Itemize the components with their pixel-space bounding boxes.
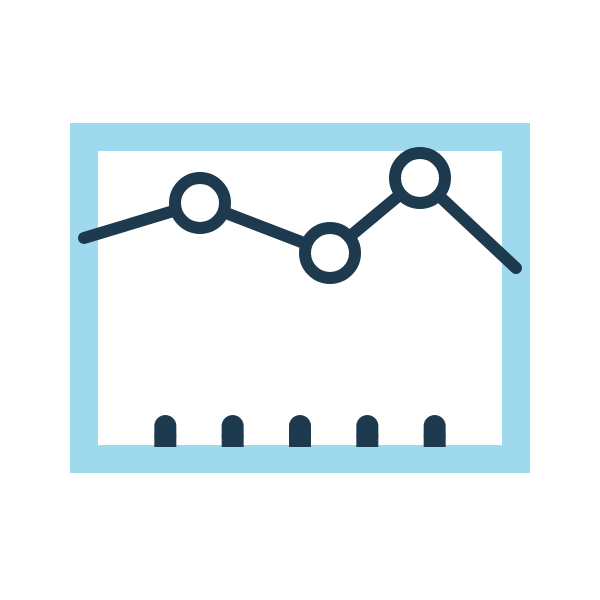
data-point-marker	[175, 178, 225, 228]
data-point-marker	[305, 228, 355, 278]
chart-frame	[84, 137, 516, 459]
line-chart-icon	[70, 123, 530, 478]
data-point-marker	[395, 153, 445, 203]
chart-svg	[70, 123, 530, 473]
